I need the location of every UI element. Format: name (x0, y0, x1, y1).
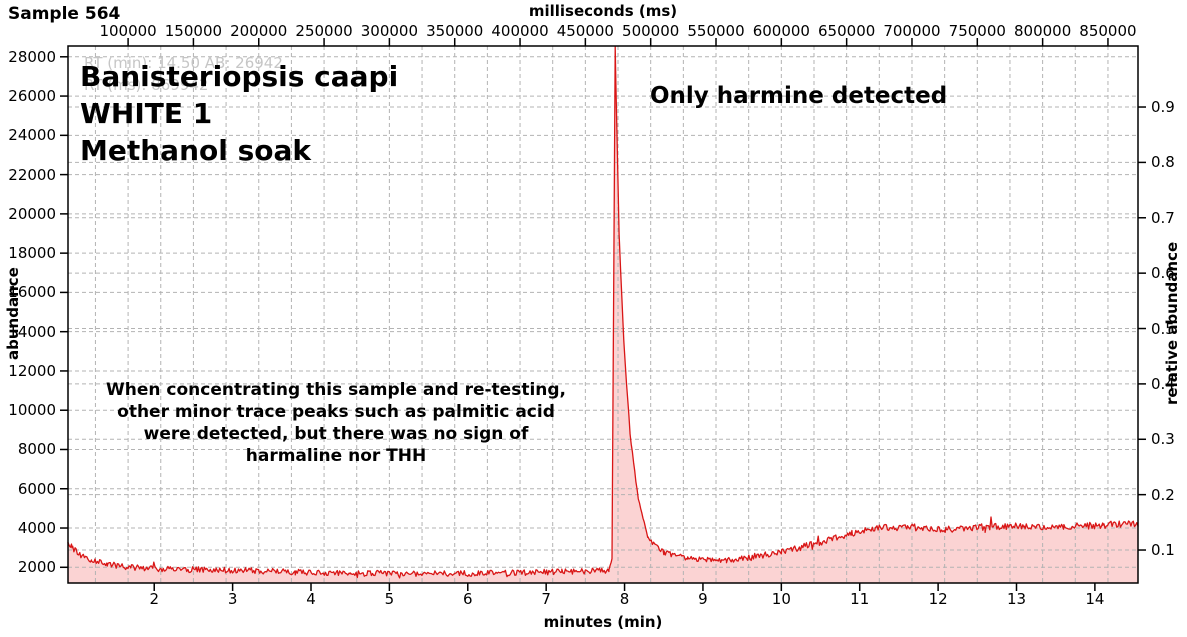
top-axis-tick-label: 750000 (948, 22, 1006, 40)
concentration-note: When concentrating this sample and re-te… (105, 380, 567, 466)
top-axis-tick-label: 150000 (164, 22, 223, 40)
right-axis-tick-label: 0.2 (1151, 485, 1175, 504)
top-axis-tick-label: 400000 (491, 22, 549, 40)
left-axis-tick-label: 24000 (8, 126, 56, 145)
plot-frame (60, 38, 1146, 591)
bottom-axis-tick-label: 12 (928, 590, 948, 608)
bottom-axis-tick-label: 14 (1085, 590, 1105, 608)
top-axis-tick-label: 550000 (687, 22, 745, 40)
right-axis-tick-label: 0.9 (1151, 98, 1175, 117)
top-axis-tick-label: 200000 (230, 22, 288, 40)
bottom-axis-tick-label: 11 (850, 590, 870, 608)
harmine-annotation: Only harmine detected (650, 83, 948, 109)
right-axis-tick-label: 0.5 (1151, 319, 1175, 338)
extraction-method: Methanol soak (80, 134, 311, 167)
gridlines (68, 46, 1138, 583)
bottom-axis-tick-label: 8 (619, 590, 630, 608)
top-axis-tick-label: 450000 (556, 22, 614, 40)
right-axis-tick-label: 0.6 (1151, 264, 1175, 283)
left-axis-tick-label: 14000 (8, 322, 56, 341)
top-axis-tick-label: 800000 (1013, 22, 1072, 40)
top-axis-tick-label: 600000 (752, 22, 810, 40)
top-axis-title: milliseconds (ms) (528, 2, 678, 20)
bottom-axis-tick-label: 10 (771, 590, 791, 608)
sample-variant: WHITE 1 (80, 97, 213, 130)
left-axis-tick-label: 10000 (8, 401, 56, 420)
bottom-axis-tick-label: 7 (541, 590, 551, 608)
top-axis-tick-label: 250000 (295, 22, 353, 40)
left-axis-tick-label: 16000 (8, 283, 56, 302)
right-axis-tick-label: 0.8 (1151, 153, 1175, 172)
left-axis-tick-label: 2000 (17, 558, 56, 577)
watermark-rt-min: RT (min): 14.50 AB: 26942 (84, 54, 283, 72)
left-axis-tick-label: 8000 (17, 440, 56, 459)
left-axis-tick-label: 20000 (8, 204, 56, 223)
right-axis-tick-label: 0.1 (1151, 541, 1175, 560)
left-axis-tick-label: 22000 (8, 165, 56, 184)
chromatogram-trace (67, 46, 1139, 579)
right-axis-title: relative abundance (1163, 241, 1181, 405)
top-axis-tick-label: 700000 (883, 22, 941, 40)
bottom-axis-title: minutes (min) (543, 613, 663, 631)
bottom-axis-tick-label: 4 (306, 590, 316, 608)
top-axis-tick-label: 300000 (360, 22, 419, 40)
left-axis-tick-label: 6000 (17, 479, 56, 498)
sample-description: Banisteriopsis caapi WHITE 1 Methanol so… (80, 58, 398, 169)
bottom-axis-tick-label: 3 (227, 590, 238, 608)
bottom-axis-tick-label: 9 (698, 590, 708, 608)
bottom-axis-tick-label: 2 (149, 590, 159, 608)
left-axis-title: abundance (4, 267, 22, 360)
left-axis-tick-label: 28000 (8, 47, 56, 66)
top-axis-tick-label: 100000 (99, 22, 157, 40)
top-axis-tick-label: 650000 (818, 22, 876, 40)
top-axis-tick-label: 500000 (622, 22, 680, 40)
bottom-axis-tick-label: 6 (462, 590, 473, 608)
bottom-axis-tick-label: 13 (1006, 590, 1027, 608)
watermark-rt-ms: RT (ms): 869942 (84, 76, 209, 94)
bottom-axis-tick-label: 5 (384, 590, 395, 608)
left-axis-tick-label: 4000 (17, 519, 56, 538)
right-axis-tick-label: 0.7 (1151, 208, 1175, 227)
left-axis-tick-label: 12000 (8, 361, 56, 380)
top-axis-tick-label: 850000 (1079, 22, 1137, 40)
right-axis-tick-label: 0.4 (1151, 374, 1175, 393)
page-title: Sample 564 (8, 4, 121, 24)
top-axis-tick-label: 350000 (426, 22, 484, 40)
left-axis-tick-label: 26000 (8, 87, 56, 106)
right-axis-tick-label: 0.3 (1151, 430, 1175, 449)
left-axis-tick-label: 18000 (8, 244, 56, 263)
species-name: Banisteriopsis caapi (80, 60, 399, 93)
